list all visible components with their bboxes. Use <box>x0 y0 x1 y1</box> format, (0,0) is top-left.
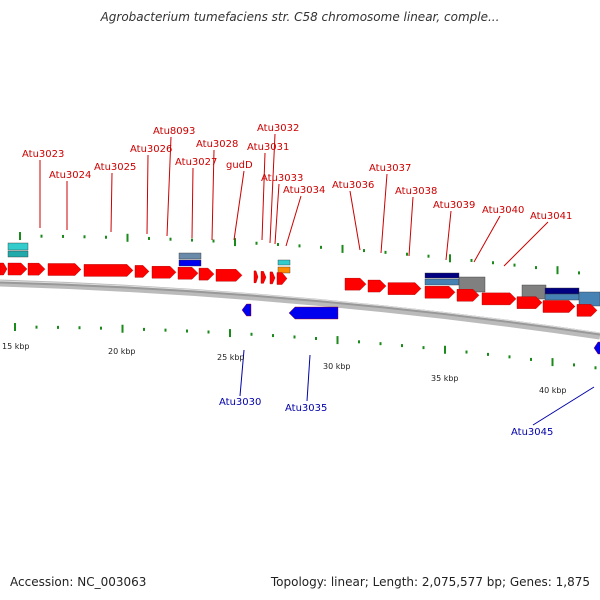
reverse-gene-arrow[interactable] <box>241 303 252 317</box>
forward-gene-arrow[interactable] <box>83 264 134 277</box>
scale-label: 20 kbp <box>108 347 136 356</box>
forward-gene-arrow[interactable] <box>27 262 46 276</box>
reverse-gene-arrow[interactable] <box>593 341 600 355</box>
genome-stats-text: Topology: linear; Length: 2,075,577 bp; … <box>270 575 590 589</box>
label-leader-line <box>269 133 276 244</box>
feature-box[interactable] <box>277 266 291 274</box>
forward-gene-label[interactable]: Atu8093 <box>153 126 195 137</box>
reverse-gene-label[interactable]: Atu3030 <box>219 397 261 408</box>
forward-gene-label[interactable]: Atu3025 <box>94 162 136 173</box>
forward-gene-arrow[interactable] <box>542 300 576 313</box>
backbone-line <box>0 280 600 336</box>
label-leader-line <box>445 210 452 261</box>
forward-gene-arrow[interactable] <box>269 271 276 285</box>
forward-gene-label[interactable]: Atu3023 <box>22 149 64 160</box>
label-leader-line <box>306 354 311 402</box>
feature-box[interactable] <box>544 287 580 295</box>
forward-gene-labels: Atu3023Atu3024Atu3025Atu3026Atu8093Atu30… <box>22 123 572 267</box>
backbone-highlight <box>0 280 600 334</box>
outer-tick-ring <box>19 232 580 275</box>
forward-gene-label[interactable]: Atu3033 <box>261 173 303 184</box>
forward-gene-label[interactable]: Atu3031 <box>247 142 289 153</box>
forward-gene-arrow[interactable] <box>177 267 199 280</box>
forward-gene-label[interactable]: Atu3028 <box>196 139 238 150</box>
forward-gene-arrow[interactable] <box>367 279 387 293</box>
label-leader-line <box>239 349 245 397</box>
feature-box[interactable] <box>544 293 580 301</box>
forward-gene-arrow[interactable] <box>134 265 150 278</box>
feature-box[interactable] <box>424 272 460 279</box>
forward-gene-arrow[interactable] <box>260 271 267 284</box>
forward-gene-label[interactable]: Atu3036 <box>332 180 374 191</box>
label-leader-line <box>233 170 245 241</box>
forward-gene-label[interactable]: Atu3041 <box>530 211 572 222</box>
forward-gene-arrow[interactable] <box>215 269 243 282</box>
label-leader-line <box>261 152 266 241</box>
forward-gene-label[interactable]: Atu3027 <box>175 157 217 168</box>
forward-gene-label[interactable]: Atu3026 <box>130 144 172 155</box>
forward-gene-arrow[interactable] <box>456 289 480 302</box>
forward-gene-arrow[interactable] <box>516 296 543 309</box>
map-title: Agrobacterium tumefaciens str. C58 chrom… <box>100 10 500 24</box>
reverse-gene-label[interactable]: Atu3035 <box>285 403 327 414</box>
reverse-gene-track <box>241 303 600 355</box>
label-leader-line <box>191 167 194 239</box>
accession-text: Accession: NC_003063 <box>10 575 147 589</box>
label-leader-line <box>110 172 113 233</box>
forward-gene-arrow[interactable] <box>7 262 28 276</box>
scale-label: 25 kbp <box>217 353 245 362</box>
label-leader-line <box>349 190 361 251</box>
chromosome-backbone <box>0 279 600 340</box>
forward-gene-arrow[interactable] <box>253 270 259 284</box>
forward-gene-arrow[interactable] <box>387 282 422 295</box>
label-leader-line <box>503 221 549 267</box>
label-leader-line <box>285 195 302 247</box>
scale-label: 15 kbp <box>2 342 30 351</box>
scale-labels: 15 kbp 20 kbp 25 kbp 30 kbp 35 kbp 40 kbp <box>2 342 567 395</box>
feature-box[interactable] <box>7 250 29 258</box>
reverse-gene-label[interactable]: Atu3045 <box>511 427 553 438</box>
feature-box[interactable] <box>277 259 291 266</box>
forward-gene-label[interactable]: Atu3039 <box>433 200 475 211</box>
forward-gene-arrow[interactable] <box>47 263 82 276</box>
forward-gene-arrow[interactable] <box>481 292 517 306</box>
feature-box[interactable] <box>7 242 29 251</box>
feature-box[interactable] <box>178 259 202 267</box>
forward-gene-label[interactable]: gudD <box>226 160 253 171</box>
forward-gene-arrow[interactable] <box>198 267 215 281</box>
reverse-gene-arrow[interactable] <box>288 306 339 320</box>
label-leader-line <box>211 149 215 241</box>
label-leader-line <box>408 196 414 257</box>
forward-gene-arrow[interactable] <box>151 266 177 279</box>
forward-gene-arrow[interactable] <box>344 277 367 291</box>
label-leader-line <box>166 136 172 237</box>
forward-gene-arrow[interactable] <box>0 262 8 276</box>
label-leader-line <box>380 173 388 254</box>
forward-gene-arrow[interactable] <box>276 272 288 285</box>
scale-label: 40 kbp <box>539 386 567 395</box>
label-leader-line <box>473 215 501 263</box>
feature-box[interactable] <box>424 278 460 286</box>
scale-label: 35 kbp <box>431 374 459 383</box>
forward-gene-label[interactable]: Atu3024 <box>49 170 91 181</box>
forward-gene-label[interactable]: Atu3032 <box>257 123 299 134</box>
feature-box[interactable] <box>578 291 600 307</box>
feature-box[interactable] <box>178 252 202 260</box>
forward-gene-label[interactable]: Atu3034 <box>283 185 325 196</box>
label-leader-line <box>532 386 595 426</box>
forward-gene-label[interactable]: Atu3040 <box>482 205 524 216</box>
forward-gene-label[interactable]: Atu3037 <box>369 163 411 174</box>
inner-tick-ring <box>14 323 597 370</box>
forward-gene-arrow[interactable] <box>576 304 598 317</box>
scale-label: 30 kbp <box>323 362 351 371</box>
forward-gene-label[interactable]: Atu3038 <box>395 186 437 197</box>
label-leader-line <box>274 183 280 245</box>
feature-track <box>7 242 600 307</box>
forward-gene-track <box>0 262 598 317</box>
label-leader-line <box>146 154 149 235</box>
reverse-gene-labels: Atu3030 Atu3035 Atu3045 <box>219 349 595 438</box>
forward-gene-arrow[interactable] <box>424 286 456 299</box>
